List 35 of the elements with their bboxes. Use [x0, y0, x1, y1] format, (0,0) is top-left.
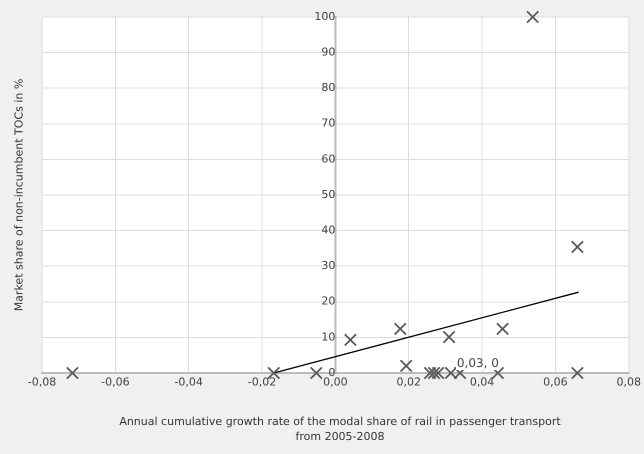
y-tick-label: 10: [321, 330, 336, 344]
y-tick-label: 90: [321, 45, 336, 58]
y-axis-title: Market share of non-incumbent TOCs in %: [12, 78, 26, 312]
y-tick-label: 30: [321, 259, 336, 272]
y-tick-label: 100: [314, 10, 336, 23]
x-tick-label: 0,08: [616, 375, 642, 388]
point: [496, 322, 510, 336]
x-tick-label: -0,08: [28, 375, 56, 388]
x-tick-label: -0,06: [101, 375, 130, 388]
point: [570, 366, 584, 380]
x-tick-label: 0,06: [543, 375, 568, 388]
point: [442, 330, 456, 344]
x-tick-label: 0,04: [470, 375, 494, 388]
annotation: 0,03, 0: [456, 356, 499, 370]
point: [423, 366, 437, 380]
point: [444, 366, 458, 380]
point: [310, 366, 323, 380]
point: [394, 322, 407, 336]
y-tick-label: 60: [321, 152, 336, 166]
y-tick-label: 50: [321, 188, 336, 201]
y-tick-label: 20: [321, 294, 336, 308]
y-tick-label: 40: [321, 223, 336, 236]
point: [400, 359, 413, 372]
point: [570, 240, 584, 254]
point: [66, 366, 79, 380]
point: [526, 10, 540, 24]
x-tick-label: 0,02: [396, 375, 421, 388]
y-tick-label: 80: [321, 81, 336, 94]
point: [432, 366, 445, 380]
y-tick-label: 70: [321, 116, 336, 130]
x-tick-label: -0,04: [174, 375, 203, 388]
x-axis-title: Annual cumulative growth rate of the modal share of rail in passenger transport from 2005-2008: [118, 414, 562, 444]
x-tick-label: -0,02: [248, 375, 276, 388]
point: [427, 366, 441, 380]
point: [344, 333, 357, 346]
